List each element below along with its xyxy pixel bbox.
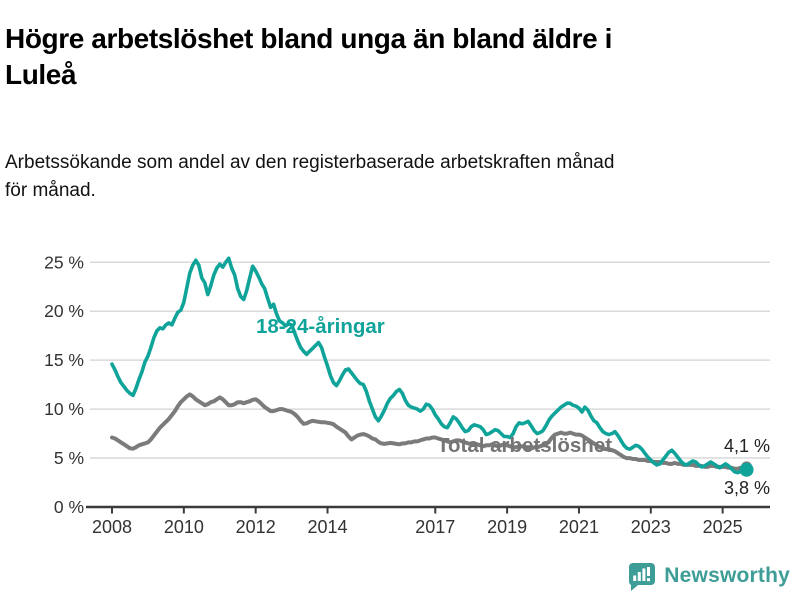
newsworthy-speech-bubble-bar-chart-icon <box>629 563 656 591</box>
y-tick-label-5: 5 % <box>54 448 84 468</box>
x-tick-label-2008: 2008 <box>92 517 132 537</box>
bar-chart-glyph <box>633 567 651 582</box>
x-tick-label-2010: 2010 <box>164 517 204 537</box>
x-tick-label-2021: 2021 <box>559 517 599 537</box>
x-tick-label-2019: 2019 <box>487 517 527 537</box>
page-title: Högre arbetslöshet bland unga än bland ä… <box>5 22 613 91</box>
series-lines-group <box>110 256 754 477</box>
y-tick-label-0: 0 % <box>54 497 84 517</box>
end-value-label-youth: 3,8 % <box>724 478 770 498</box>
y-tick-label-10: 10 % <box>44 399 84 419</box>
series-label-total: Total arbetslöshet <box>437 434 612 457</box>
series-line-total <box>110 392 749 471</box>
x-axis-group <box>86 505 770 514</box>
x-tick-label-2017: 2017 <box>415 517 455 537</box>
x-tick-label-2023: 2023 <box>631 517 671 537</box>
y-tick-label-25: 25 % <box>44 252 84 272</box>
series-line-youth <box>110 256 749 475</box>
end-dot-youth <box>739 462 754 477</box>
gridlines-group <box>90 261 770 459</box>
page-subtitle: Arbetssökande som andel av den registerb… <box>5 152 615 201</box>
newsworthy-logo: Newsworthy <box>626 561 790 591</box>
x-tick-label-2012: 2012 <box>236 517 276 537</box>
end-value-label-total: 4,1 % <box>724 436 770 456</box>
y-tick-label-20: 20 % <box>44 301 84 321</box>
y-tick-label-15: 15 % <box>44 350 84 370</box>
series-label-youth: 18-24-åringar <box>256 315 385 338</box>
x-tick-label-2025: 2025 <box>703 517 743 537</box>
x-tick-label-2014: 2014 <box>307 517 347 537</box>
chart-labels-group: 0 % 5 % 10 % 15 % 20 % 25 % 2008 2010 2012 2014 20… <box>44 252 770 537</box>
newsworthy-logo-text: Newsworthy <box>664 564 790 587</box>
